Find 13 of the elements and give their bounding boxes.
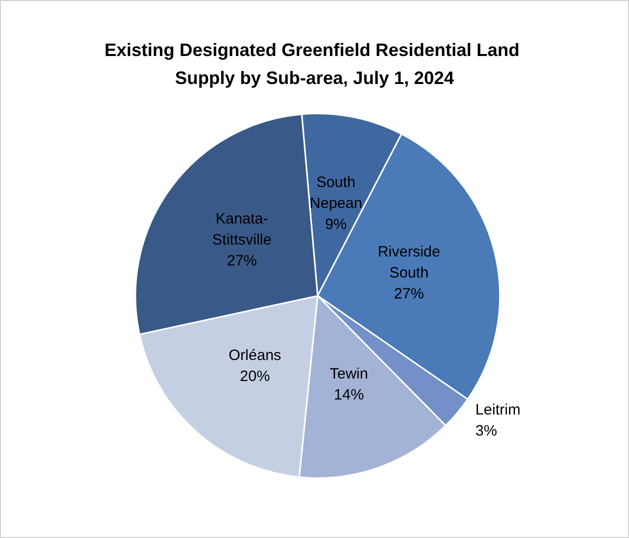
chart-title: Existing Designated Greenfield Residential Land Supply by Sub-area, July 1, 2024 — [104, 40, 525, 88]
slice-label: Leitrim — [475, 402, 520, 419]
slice-label: Tewin — [330, 366, 368, 383]
slice-label: South Nepean — [310, 174, 362, 212]
data-label: 9% — [325, 216, 347, 233]
data-label: 3% — [475, 422, 498, 440]
data-label: 27% — [226, 252, 257, 270]
slice-label: Orléans — [228, 346, 282, 364]
slice-label: Riverside South — [378, 244, 440, 282]
slice-label: Kanata-Stittsville — [212, 210, 272, 248]
data-label: 27% — [394, 286, 424, 303]
data-label: 14% — [334, 386, 364, 404]
data-label: 20% — [240, 368, 270, 385]
